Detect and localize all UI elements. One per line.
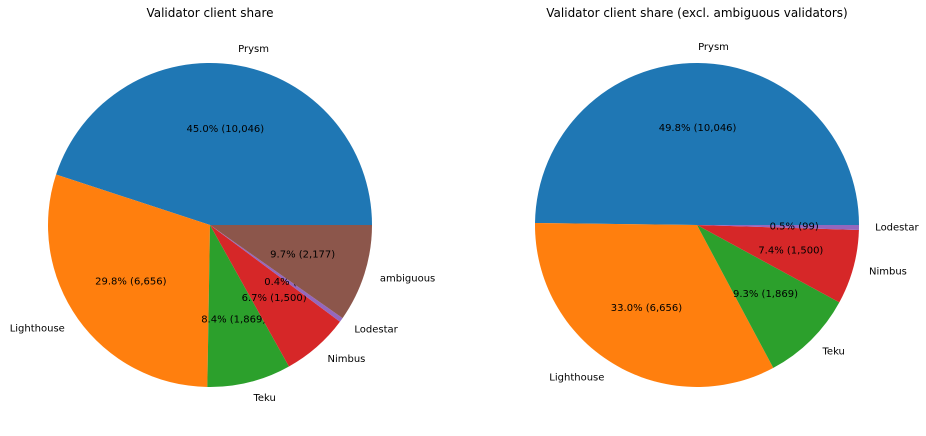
slice-label-prysm: Prysm: [238, 44, 269, 55]
pie-slice-prysm: [56, 62, 373, 225]
slice-label-ambiguous: ambiguous: [380, 274, 435, 285]
slice-label-prysm: Prysm: [698, 42, 729, 53]
slice-label-nimbus: Nimbus: [328, 354, 366, 365]
pie-slice-nimbus: [210, 225, 340, 367]
slice-percent-lodestar: 0.5% (99): [770, 221, 819, 232]
slice-label-teku: Teku: [822, 346, 845, 357]
pie-slice-teku: [697, 225, 840, 368]
slice-label-lodestar: Lodestar: [875, 223, 919, 234]
slice-label-lodestar: Lodestar: [354, 324, 398, 335]
slice-percent-ambiguous: 9.7% (2,177): [270, 249, 335, 260]
slice-percent-teku: 8.4% (1,869): [201, 314, 266, 325]
pie-chart-excluding-ambiguous: Validator client share (excl. ambiguous …: [535, 6, 919, 387]
slice-label-teku: Teku: [252, 393, 275, 404]
pie-slice-lodestar: [210, 225, 343, 322]
pie-slice-lighthouse: [48, 174, 210, 387]
pie-slice-nimbus: [697, 225, 859, 303]
pie-slice-lodestar: [697, 225, 859, 230]
slice-label-lighthouse: Lighthouse: [10, 323, 65, 334]
pie-slice-ambiguous: [210, 225, 372, 319]
slice-percent-lighthouse: 29.8% (6,656): [95, 276, 166, 287]
slice-percent-nimbus: 7.4% (1,500): [758, 245, 823, 256]
slice-percent-prysm: 45.0% (10,046): [186, 124, 264, 135]
slice-label-lighthouse: Lighthouse: [549, 372, 604, 383]
pie-chart-all-validators: Validator client share Prysm 45.0% (10,046…: [10, 6, 436, 404]
chart-title: Validator client share (excl. ambiguous …: [546, 6, 847, 20]
pie-slice-teku: [207, 225, 289, 387]
slice-label-nimbus: Nimbus: [869, 267, 907, 278]
slice-percent-prysm: 49.8% (10,046): [659, 123, 737, 134]
pie-slice-lighthouse: [535, 223, 774, 387]
slice-percent-nimbus: 6.7% (1,500): [242, 293, 307, 304]
slice-percent-lodestar: 0.4% (99): [264, 277, 313, 288]
slice-percent-teku: 9.3% (1,869): [733, 289, 798, 300]
slice-percent-lighthouse: 33.0% (6,656): [611, 303, 682, 314]
chart-title: Validator client share: [146, 6, 273, 20]
pie-slice-prysm: [535, 62, 859, 226]
